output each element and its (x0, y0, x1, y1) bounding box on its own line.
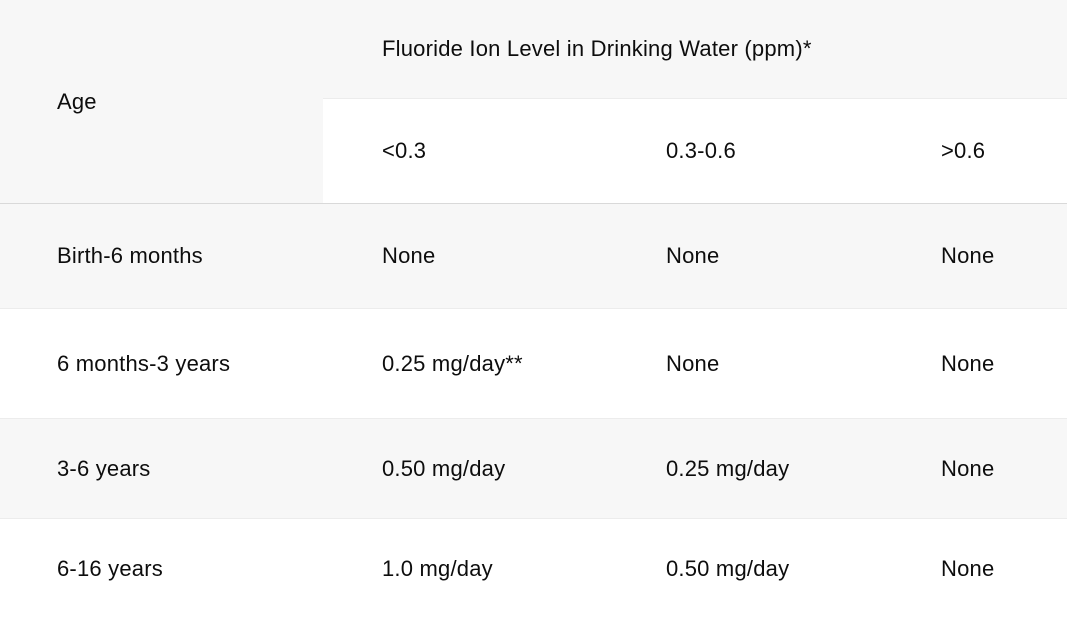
age-cell: 6 months-3 years (0, 309, 323, 419)
age-cell: Birth-6 months (0, 204, 323, 309)
value-cell: None (606, 204, 881, 309)
value-cell: None (881, 309, 1067, 419)
age-cell: 6-16 years (0, 519, 323, 618)
age-cell: 3-6 years (0, 419, 323, 519)
subheader-high-level: >0.6 (881, 98, 1067, 204)
value-cell: 0.50 mg/day (323, 419, 606, 519)
subheader-mid-level: 0.3-0.6 (606, 98, 881, 204)
value-cell: None (606, 309, 881, 419)
value-cell: 1.0 mg/day (323, 519, 606, 618)
fluoride-level-group-header: Fluoride Ion Level in Drinking Water (pp… (323, 0, 1067, 98)
value-cell: None (881, 419, 1067, 519)
value-cell: 0.25 mg/day (606, 419, 881, 519)
value-cell: None (881, 519, 1067, 618)
age-column-header: Age (0, 0, 323, 204)
value-cell: 0.25 mg/day** (323, 309, 606, 419)
subheader-low-level: <0.3 (323, 98, 606, 204)
value-cell: 0.50 mg/day (606, 519, 881, 618)
value-cell: None (881, 204, 1067, 309)
value-cell: None (323, 204, 606, 309)
